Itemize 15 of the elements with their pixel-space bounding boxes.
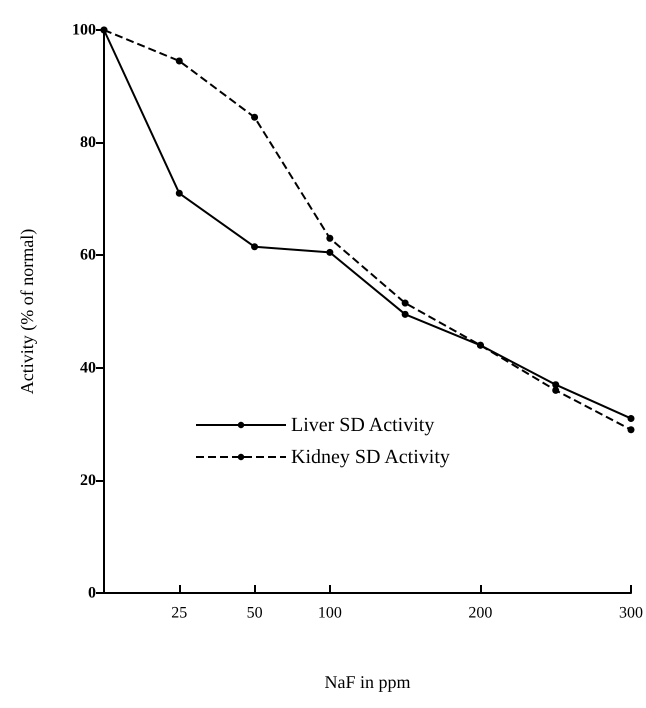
x-axis-title: NaF in ppm bbox=[324, 672, 411, 692]
y-axis-title: Activity (% of normal) bbox=[17, 228, 37, 394]
y-tick-label: 40 bbox=[80, 359, 96, 376]
x-tick-label: 25 bbox=[171, 604, 188, 622]
y-tick-label: 0 bbox=[88, 584, 96, 602]
x-tick-label: 50 bbox=[246, 604, 263, 622]
legend-label: Kidney SD Activity bbox=[291, 446, 450, 468]
legend-label: Liver SD Activity bbox=[291, 414, 434, 436]
x-tick-label: 200 bbox=[468, 604, 492, 622]
x-tick-label: 300 bbox=[619, 604, 643, 622]
y-tick-label: 20 bbox=[80, 472, 96, 489]
x-tick-label: 100 bbox=[318, 604, 342, 622]
y-tick-label: 60 bbox=[80, 246, 96, 264]
y-tick-label: 80 bbox=[80, 134, 96, 152]
y-tick-label: 100 bbox=[72, 22, 96, 38]
